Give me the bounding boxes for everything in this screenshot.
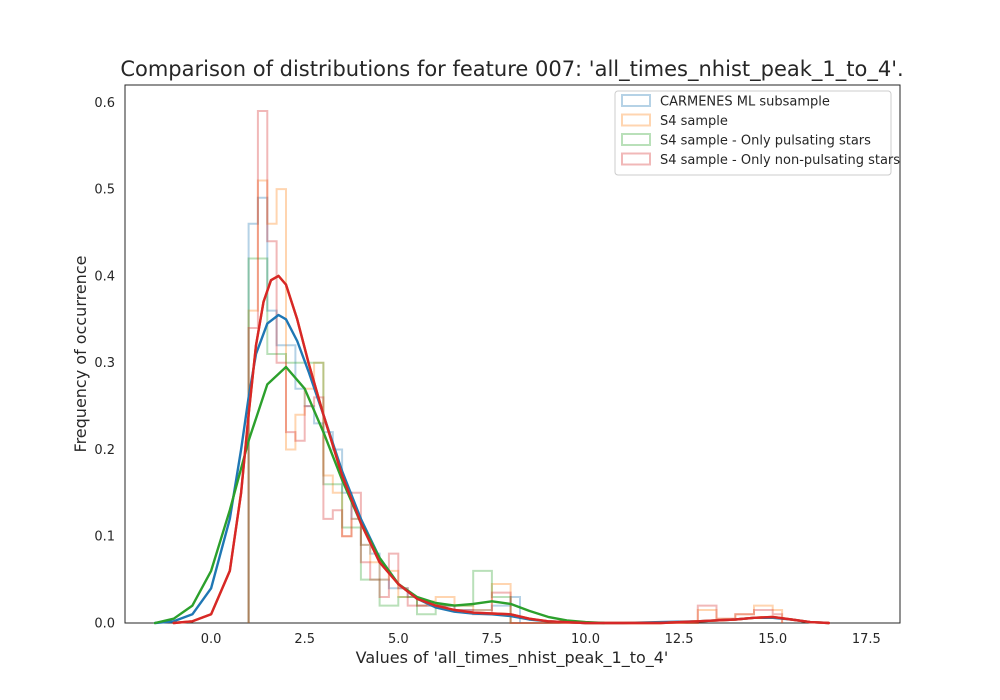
histogram-series-4 — [247, 110, 784, 624]
legend-swatch-1 — [621, 94, 651, 107]
y-tick-label: 0.4 — [94, 269, 115, 284]
y-tick-label: 0.2 — [94, 443, 115, 458]
x-tick-label: 10.0 — [571, 632, 600, 647]
x-tick-label: 2.5 — [294, 632, 315, 647]
x-tick-label: 5.0 — [388, 632, 409, 647]
y-axis-label: Frequency of occurrence — [71, 256, 90, 453]
legend: CARMENES ML subsample S4 sample S4 sample … — [614, 90, 900, 176]
y-tick-label: 0.1 — [94, 530, 115, 545]
y-tick-label: 0.3 — [94, 356, 115, 371]
legend-swatch-4 — [621, 152, 651, 166]
kde-layer — [153, 274, 831, 625]
legend-label-1: CARMENES ML subsample — [660, 95, 830, 110]
legend-swatch-2 — [621, 113, 651, 127]
y-tick-label: 0.5 — [94, 183, 115, 198]
histogram-series-3 — [247, 257, 512, 623]
x-axis-ticks: 0.0 2.5 5.0 7.5 10.0 12.5 15.0 17.5 — [201, 632, 881, 647]
legend-label-4: S4 sample - Only non-pulsating stars — [660, 153, 900, 168]
legend-frame — [614, 90, 892, 176]
chart-title: Comparison of distributions for feature … — [120, 57, 903, 82]
kde-curve-series-3 — [153, 365, 606, 625]
y-tick-label: 0.6 — [94, 96, 115, 111]
x-axis-label: Values of 'all_times_nhist_peak_1_to_4' — [356, 648, 669, 668]
x-tick-label: 17.5 — [852, 632, 881, 647]
y-tick-label: 0.0 — [94, 617, 115, 632]
x-tick-label: 15.0 — [758, 632, 787, 647]
x-tick-label: 0.0 — [201, 632, 222, 647]
histogram-series-2 — [247, 179, 784, 624]
x-tick-label: 7.5 — [482, 632, 503, 647]
legend-entries: CARMENES ML subsample S4 sample S4 sample … — [621, 94, 900, 168]
legend-label-3: S4 sample - Only pulsating stars — [660, 134, 871, 149]
legend-swatch-3 — [621, 133, 651, 146]
y-axis-ticks: 0.0 0.1 0.2 0.3 0.4 0.5 0.6 — [94, 96, 115, 632]
x-tick-label: 12.5 — [665, 632, 694, 647]
kde-curve-series-4 — [172, 274, 831, 625]
legend-label-2: S4 sample — [660, 114, 728, 129]
